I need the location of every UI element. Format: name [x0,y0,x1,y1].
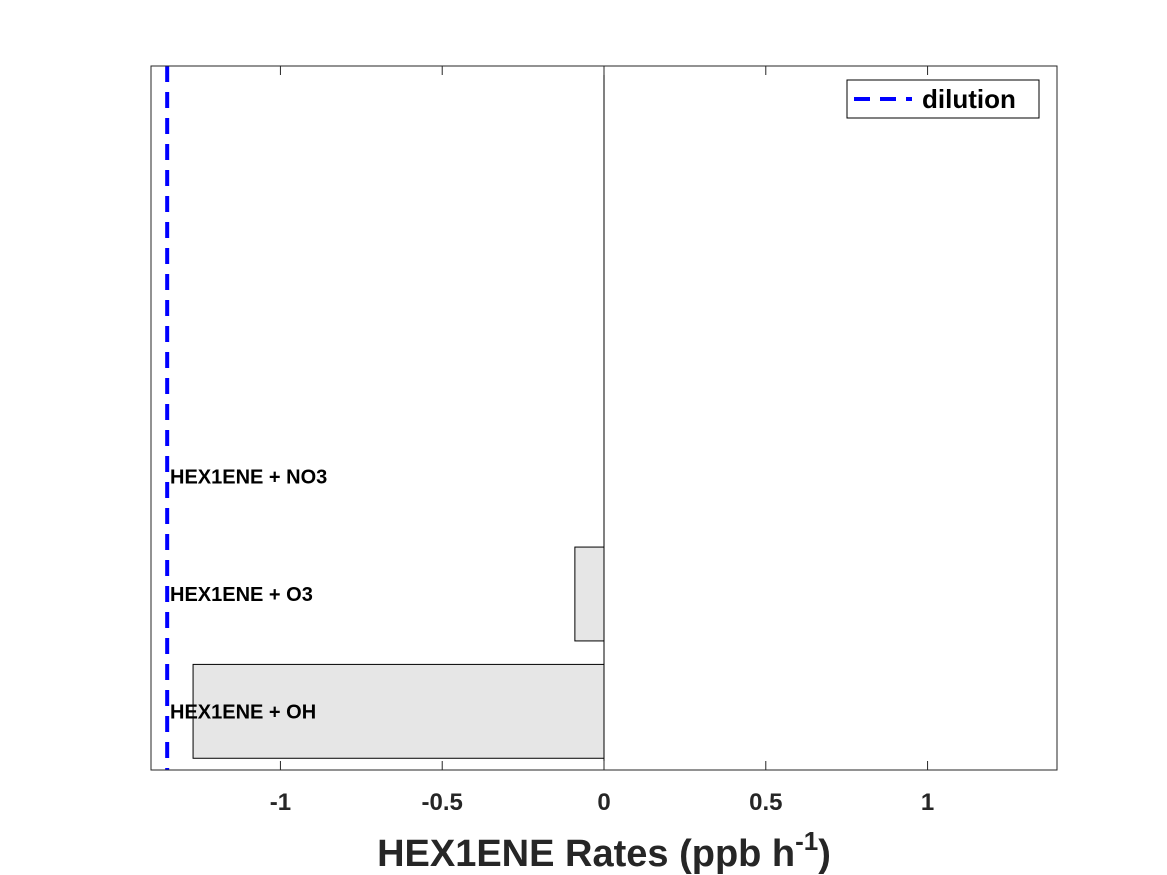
bar [574,546,605,642]
x-tick-label: -1 [270,789,291,816]
x-axis-title-main: HEX1ENE Rates (ppb h [377,833,795,875]
x-tick-label: 1 [921,789,934,816]
x-axis-title-end: ) [818,833,831,875]
x-tick-label: 0.5 [749,789,782,816]
legend-box [846,79,1040,119]
x-axis-title: HEX1ENE Rates (ppb h-1) [377,826,831,875]
bar [192,663,605,759]
bars-layer [192,546,605,759]
bar-labels-layer: HEX1ENE + OH HEX1ENE + O3 HEX1ENE + NO3 [170,467,327,724]
bar-label: HEX1ENE + OH [170,701,316,723]
legend: dilution [846,79,1040,119]
x-tick-label: 0 [597,789,610,816]
x-axis-title-sup: -1 [795,826,818,856]
legend-dilution-label: dilution [922,84,1016,114]
bar-label: HEX1ENE + O3 [170,584,313,606]
x-tick-label: -0.5 [422,789,463,816]
bar-label: HEX1ENE + NO3 [170,467,327,489]
ticks-layer: -1 -0.5 0 0.5 1 [270,66,934,816]
